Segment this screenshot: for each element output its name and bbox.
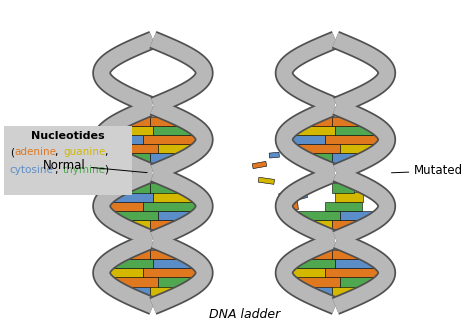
Bar	[252, 162, 267, 168]
Bar	[153, 259, 200, 268]
Bar	[150, 220, 186, 229]
Bar	[302, 117, 332, 126]
Bar	[101, 202, 143, 211]
Bar	[106, 259, 153, 268]
Bar	[302, 220, 332, 229]
Text: Normal: Normal	[43, 159, 147, 173]
Bar	[289, 126, 336, 135]
Bar	[269, 152, 279, 158]
Text: (: (	[10, 147, 14, 157]
Bar	[332, 220, 369, 229]
Bar	[325, 268, 387, 277]
Bar	[258, 177, 274, 184]
Text: ,: ,	[105, 147, 108, 157]
Text: cytosine: cytosine	[10, 165, 54, 175]
Bar	[143, 268, 204, 277]
Bar	[157, 144, 200, 154]
Bar	[150, 183, 186, 193]
Bar	[289, 277, 340, 287]
Bar	[150, 153, 186, 163]
Bar	[289, 211, 340, 220]
Bar	[150, 250, 186, 259]
Text: ,: ,	[55, 165, 62, 175]
Text: guanine: guanine	[63, 147, 105, 157]
Bar	[106, 126, 153, 135]
Bar	[284, 135, 325, 144]
Text: thymine: thymine	[63, 165, 106, 175]
Bar	[332, 153, 369, 163]
Bar	[153, 192, 200, 202]
Bar	[101, 135, 143, 144]
Bar	[153, 126, 200, 135]
Bar	[332, 183, 354, 193]
Bar	[336, 259, 382, 268]
Bar	[332, 250, 369, 259]
Bar	[325, 202, 362, 211]
Bar	[101, 268, 143, 277]
Bar	[119, 250, 150, 259]
Bar	[325, 135, 387, 144]
Bar	[302, 250, 332, 259]
Bar	[289, 259, 336, 268]
Bar	[150, 117, 186, 126]
Text: DNA ladder: DNA ladder	[209, 308, 280, 321]
Bar	[336, 126, 382, 135]
Text: Nucleotides: Nucleotides	[31, 131, 105, 141]
Bar	[284, 201, 298, 211]
Bar	[279, 190, 292, 202]
Bar	[106, 211, 157, 220]
Bar	[292, 189, 308, 201]
Bar	[119, 220, 150, 229]
Bar	[332, 117, 369, 126]
Bar	[284, 268, 325, 277]
Bar	[150, 286, 186, 296]
Bar	[157, 277, 200, 287]
Bar	[157, 211, 200, 220]
Bar	[336, 192, 364, 202]
Bar	[302, 286, 332, 296]
Bar	[106, 192, 153, 202]
Bar	[289, 144, 340, 154]
Bar	[119, 153, 150, 163]
Bar	[143, 135, 204, 144]
Bar	[119, 286, 150, 296]
Bar	[340, 144, 382, 154]
Bar	[119, 183, 150, 193]
Bar	[106, 277, 157, 287]
Text: ): )	[105, 165, 109, 175]
FancyBboxPatch shape	[4, 125, 132, 195]
Text: ,: ,	[55, 147, 62, 157]
Bar	[106, 144, 157, 154]
Bar	[302, 153, 332, 163]
Bar	[340, 211, 382, 220]
Bar	[332, 286, 369, 296]
Bar	[340, 277, 382, 287]
Bar	[119, 117, 150, 126]
Text: adenine: adenine	[15, 147, 57, 157]
Bar	[143, 202, 204, 211]
Text: Mutated: Mutated	[392, 165, 464, 177]
